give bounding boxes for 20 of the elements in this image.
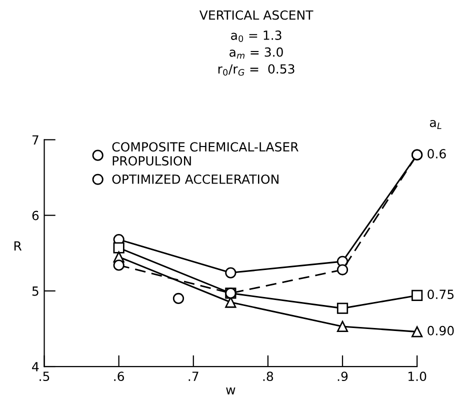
y-tick-label: 7 <box>32 135 38 144</box>
x-tick-label: .9 <box>338 372 348 382</box>
legend-label: COMPOSITE CHEMICAL-LASER PROPULSION <box>112 142 298 166</box>
series-label: 0.75 <box>428 290 454 300</box>
legend-label: OPTIMIZED ACCELERATION <box>112 174 278 184</box>
x-tick-label: .8 <box>263 372 274 382</box>
y-tick-label: 6 <box>32 210 39 220</box>
y-axis-title: R <box>14 241 22 251</box>
chart-title: VERTICAL ASCENT <box>199 10 314 20</box>
text: a$_{0}$ = 1.3 a$_{m}$ = 3.0 r$_{0}$/r$_{G}$ = 0.53 <box>218 30 294 76</box>
x-tick-label: .5 <box>40 372 50 382</box>
x-tick-label: 1.0 <box>408 372 426 382</box>
series-label: 0.6 <box>428 149 446 158</box>
x-tick-label: .6 <box>114 372 124 382</box>
y-tick-label: 4 <box>32 362 39 372</box>
series-label: 0.90 <box>428 326 454 336</box>
y-tick-label: 5 <box>32 286 38 296</box>
x-tick-label: .7 <box>188 372 198 381</box>
legend-title: a$_{L}$ <box>430 120 442 130</box>
x-axis-title: w <box>226 388 236 394</box>
